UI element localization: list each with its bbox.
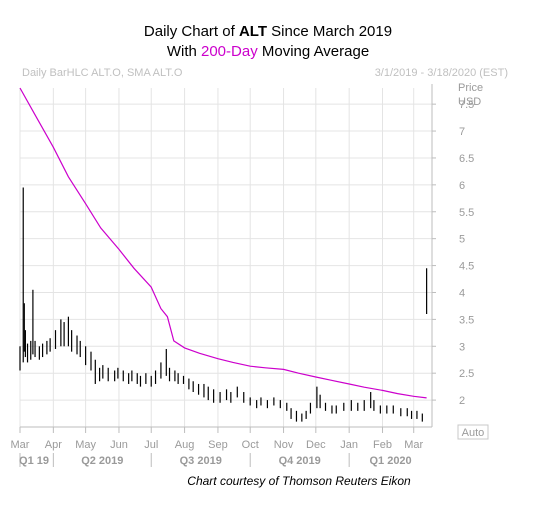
y-axis-label-usd: USD	[458, 96, 481, 108]
grid	[19, 88, 432, 427]
chart-header-left: Daily BarHLC ALT.O, SMA ALT.O	[22, 67, 183, 79]
x-tick-label: Nov	[274, 439, 294, 451]
y-tick-label: 3.5	[459, 314, 474, 326]
x-tick-label: Oct	[242, 439, 259, 451]
y-tick-label: 2.5	[459, 368, 474, 380]
auto-scale-label: Auto	[462, 427, 485, 439]
quarter-tick-label: Q3 2019	[180, 455, 222, 467]
y-tick-label: 4	[459, 287, 465, 299]
price-series	[19, 187, 428, 422]
x-tick-label: Apr	[45, 439, 62, 451]
y-tick-label: 3	[459, 341, 465, 353]
y-tick-label: 5	[459, 234, 465, 246]
chart-header-right: 3/1/2019 - 3/18/2020 (EST)	[375, 67, 508, 79]
auto-scale-button[interactable]	[457, 424, 489, 440]
x-tick-label: May	[75, 439, 96, 451]
quarter-tick-label: Q2 2019	[81, 455, 123, 467]
quarter-tick-label: Q4 2019	[279, 455, 321, 467]
x-tick-label: Jun	[110, 439, 128, 451]
sma-200-line	[19, 87, 427, 399]
y-tick-label: 2	[459, 395, 465, 407]
axes: 2 2.5 3 3.5 4 4.5 5 5.5 6 6.5 7 7.5 Mar Apr May Jun Jul A…	[11, 84, 474, 467]
x-tick-label: Mar	[11, 439, 30, 451]
y-tick-label: 6	[459, 180, 465, 192]
quarter-tick-label: Q1 19	[19, 455, 49, 467]
y-tick-label: 5.5	[459, 207, 474, 219]
x-tick-label: Sep	[208, 439, 228, 451]
x-tick-label: Jan	[340, 439, 358, 451]
y-tick-label: 4.5	[459, 261, 474, 273]
chart-title-line-2: With 200-Day Moving Average	[167, 43, 369, 60]
x-tick-label: Feb	[373, 439, 392, 451]
x-tick-label: Dec	[306, 439, 326, 451]
y-tick-label: 7	[459, 126, 465, 138]
y-tick-label: 6.5	[459, 153, 474, 165]
sma-series	[19, 87, 427, 399]
x-tick-label: Jul	[144, 439, 158, 451]
y-tick-label: 7.5	[459, 99, 474, 111]
chart-credit: Chart courtesy of Thomson Reuters Eikon	[187, 474, 411, 488]
chart-title-line-1: Daily Chart of ALT Since March 2019	[144, 23, 392, 40]
x-tick-label: Mar	[404, 439, 423, 451]
quarter-tick-label: Q1 2020	[369, 455, 411, 467]
x-tick-label: Aug	[175, 439, 195, 451]
y-axis-label-price: Price	[458, 82, 483, 94]
